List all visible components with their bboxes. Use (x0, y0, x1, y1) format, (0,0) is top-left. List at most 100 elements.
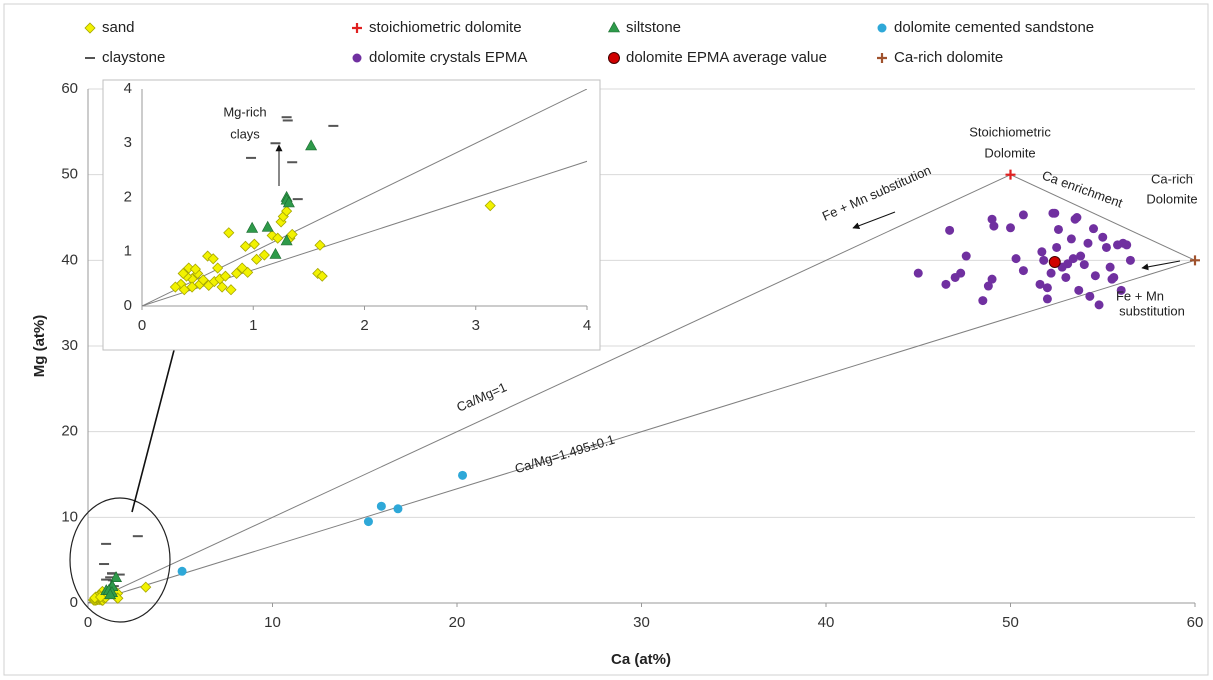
point (197, 274, 209, 286)
arrow (1141, 260, 1181, 271)
point (1037, 247, 1047, 257)
point (140, 581, 152, 593)
point (458, 470, 468, 480)
y-tick-label: 40 (61, 251, 78, 268)
point (1190, 255, 1200, 266)
point (987, 274, 997, 284)
point (1052, 242, 1062, 252)
inset-frame (102, 79, 601, 351)
legend-marker (352, 53, 362, 63)
x-axis-title: Ca (at%) (611, 651, 671, 668)
point (269, 247, 282, 259)
point (225, 284, 237, 296)
point (251, 253, 263, 265)
arrow (852, 211, 896, 230)
point (1046, 268, 1056, 278)
point (94, 591, 107, 603)
point (207, 253, 219, 265)
x-tick-label: 0 (84, 614, 92, 631)
y-tick-label: 20 (61, 423, 78, 440)
point (1039, 255, 1049, 265)
y-tick-label: 4 (124, 80, 132, 97)
legend-marker (607, 21, 621, 33)
point (941, 279, 951, 289)
point (1053, 224, 1063, 234)
point (266, 229, 278, 242)
point (314, 239, 326, 251)
point (484, 200, 496, 212)
x-tick-label: 3 (472, 317, 480, 334)
legend-label: dolomite crystals EPMA (369, 49, 527, 66)
point (1042, 283, 1052, 293)
x-tick-label: 0 (138, 317, 146, 334)
x-tick-label: 60 (1187, 614, 1204, 631)
point (212, 262, 224, 274)
x-tick-label: 4 (583, 317, 591, 334)
y-tick-label: 1 (124, 243, 132, 260)
zoom-ellipse (69, 497, 171, 623)
point (913, 268, 923, 278)
point (1094, 300, 1104, 310)
point (246, 221, 259, 233)
point (1018, 210, 1028, 220)
point (1105, 262, 1115, 272)
point (183, 262, 195, 274)
annotation: clays (230, 126, 260, 141)
point (1083, 238, 1093, 248)
point (1089, 224, 1099, 234)
point (1061, 272, 1071, 282)
point (376, 501, 386, 511)
point (1085, 291, 1095, 301)
point (393, 504, 403, 514)
legend-label: sand (102, 19, 135, 36)
point (219, 270, 232, 282)
point (1116, 285, 1126, 295)
point (363, 517, 373, 527)
y-tick-label: 60 (61, 80, 78, 97)
x-tick-label: 1 (249, 317, 257, 334)
plot-area (142, 89, 587, 306)
point (242, 266, 254, 278)
point (282, 196, 295, 208)
point (216, 281, 228, 293)
point (1101, 242, 1111, 252)
x-tick-label: 50 (1002, 614, 1019, 631)
point (280, 234, 293, 246)
point (1018, 266, 1028, 276)
y-tick-label: 50 (61, 166, 78, 183)
point (1090, 271, 1100, 281)
point (1098, 232, 1108, 242)
point (978, 296, 988, 306)
x-tick-label: 2 (360, 317, 368, 334)
y-axis-title: Mg (at%) (31, 315, 48, 378)
point (286, 228, 298, 240)
point (1066, 234, 1076, 244)
point (248, 238, 260, 250)
annotation: Dolomite (1146, 191, 1197, 206)
point (189, 263, 201, 275)
x-tick-label: 20 (449, 614, 466, 631)
point (956, 268, 966, 278)
point (1109, 272, 1119, 282)
point (961, 251, 971, 261)
point (983, 281, 993, 291)
legend-label: siltstone (626, 19, 681, 36)
point (1042, 294, 1052, 304)
x-tick-label: 30 (633, 614, 650, 631)
inset-plot: 0 1 2 3 4 0 1 2 3 4 (124, 80, 592, 334)
point (1076, 251, 1086, 261)
y-tick-label: 30 (61, 337, 78, 354)
legend-label: dolomite cemented sandstone (894, 19, 1094, 36)
point (1125, 255, 1135, 265)
legend-marker (608, 52, 620, 64)
plot-area (87, 169, 1200, 606)
point (261, 220, 274, 232)
point (281, 205, 293, 217)
point (1074, 285, 1084, 295)
y-tick-label: 0 (124, 297, 132, 314)
legend-label: Ca-rich dolomite (894, 49, 1003, 66)
point (258, 249, 270, 261)
point (104, 588, 117, 600)
annotation: Dolomite (984, 145, 1035, 160)
